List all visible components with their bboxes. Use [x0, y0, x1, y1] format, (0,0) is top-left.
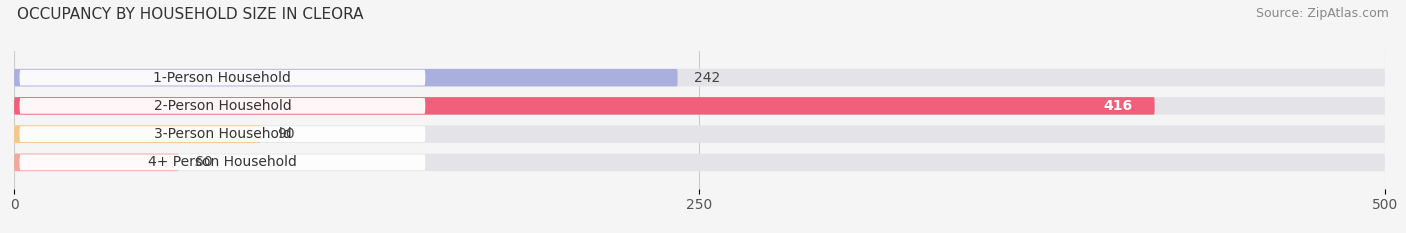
- Text: 1-Person Household: 1-Person Household: [153, 71, 291, 85]
- FancyBboxPatch shape: [14, 154, 179, 171]
- FancyBboxPatch shape: [14, 154, 1385, 171]
- FancyBboxPatch shape: [14, 125, 1385, 143]
- FancyBboxPatch shape: [14, 125, 262, 143]
- FancyBboxPatch shape: [14, 69, 678, 86]
- FancyBboxPatch shape: [20, 126, 426, 142]
- Text: Source: ZipAtlas.com: Source: ZipAtlas.com: [1256, 7, 1389, 20]
- Text: 60: 60: [195, 155, 212, 169]
- Text: 416: 416: [1104, 99, 1133, 113]
- FancyBboxPatch shape: [14, 97, 1385, 115]
- Text: OCCUPANCY BY HOUSEHOLD SIZE IN CLEORA: OCCUPANCY BY HOUSEHOLD SIZE IN CLEORA: [17, 7, 363, 22]
- Text: 242: 242: [695, 71, 720, 85]
- Text: 3-Person Household: 3-Person Household: [153, 127, 291, 141]
- FancyBboxPatch shape: [20, 154, 426, 170]
- FancyBboxPatch shape: [20, 70, 426, 86]
- FancyBboxPatch shape: [14, 69, 1385, 86]
- Text: 2-Person Household: 2-Person Household: [153, 99, 291, 113]
- Text: 4+ Person Household: 4+ Person Household: [148, 155, 297, 169]
- FancyBboxPatch shape: [14, 97, 1154, 115]
- Text: 90: 90: [277, 127, 295, 141]
- FancyBboxPatch shape: [20, 98, 426, 114]
